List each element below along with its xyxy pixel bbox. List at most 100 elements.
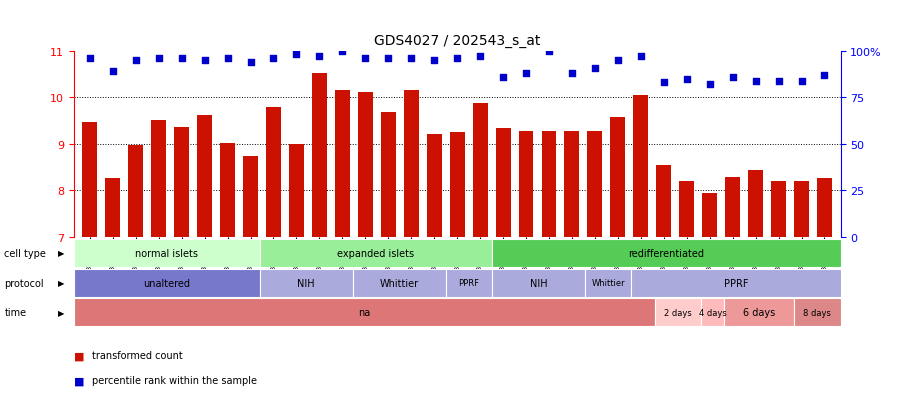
Point [450, 56, 464, 62]
Point [151, 56, 165, 62]
Point [795, 78, 809, 85]
Point [335, 48, 350, 55]
Point [817, 73, 832, 79]
Point [519, 71, 533, 77]
Text: percentile rank within the sample: percentile rank within the sample [92, 375, 257, 385]
Point [83, 56, 97, 62]
Text: protocol: protocol [4, 278, 44, 288]
Point [174, 56, 189, 62]
Bar [794, 299, 841, 327]
Bar [151, 121, 166, 237]
Bar [220, 144, 235, 237]
Bar [427, 135, 441, 237]
Point [634, 54, 648, 61]
Bar [335, 91, 350, 237]
Bar [610, 118, 626, 237]
Bar [74, 269, 260, 297]
Bar [748, 171, 763, 237]
Text: cell type: cell type [4, 248, 47, 258]
Point [656, 80, 671, 87]
Text: 6 days: 6 days [743, 308, 775, 318]
Bar [725, 178, 740, 237]
Text: ▶: ▶ [58, 308, 64, 317]
Point [105, 69, 120, 75]
Bar [702, 193, 717, 237]
Point [244, 59, 258, 66]
Point [749, 78, 763, 85]
Bar [701, 299, 725, 327]
Point [358, 56, 372, 62]
Bar [654, 299, 701, 327]
Text: ■: ■ [74, 351, 85, 361]
Bar [243, 157, 258, 237]
Text: na: na [358, 308, 370, 318]
Point [725, 74, 740, 81]
Text: 8 days: 8 days [804, 308, 832, 317]
Point [220, 56, 235, 62]
Bar [197, 116, 212, 237]
Point [266, 56, 280, 62]
Bar [129, 145, 143, 237]
Text: transformed count: transformed count [92, 351, 182, 361]
Bar [794, 181, 809, 237]
Point [198, 57, 212, 64]
Bar [587, 132, 602, 237]
Point [129, 57, 143, 64]
Point [610, 57, 625, 64]
Bar [565, 132, 579, 237]
Point [312, 54, 326, 61]
Point [565, 71, 579, 77]
Bar [680, 181, 694, 237]
Text: NIH: NIH [530, 278, 547, 288]
Bar [541, 132, 556, 237]
Bar [358, 93, 373, 237]
Bar [495, 129, 511, 237]
Bar [585, 269, 631, 297]
Point [771, 78, 786, 85]
Point [289, 52, 304, 59]
Bar [352, 269, 446, 297]
Point [404, 56, 418, 62]
Bar [260, 269, 352, 297]
Bar [634, 96, 648, 237]
Text: Whittier: Whittier [592, 278, 625, 287]
Bar [519, 132, 533, 237]
Bar [381, 113, 396, 237]
Text: ▶: ▶ [58, 249, 64, 258]
Text: redifferentiated: redifferentiated [628, 248, 704, 258]
Bar [771, 181, 786, 237]
Bar [725, 299, 794, 327]
Bar [105, 178, 120, 237]
Bar [450, 133, 465, 237]
Bar [74, 299, 654, 327]
Text: NIH: NIH [298, 278, 315, 288]
Bar [312, 74, 327, 237]
Bar [174, 128, 189, 237]
Bar [260, 239, 492, 267]
Text: time: time [4, 308, 27, 318]
Point [496, 74, 511, 81]
Bar [83, 123, 97, 237]
Point [702, 82, 717, 88]
Text: ▶: ▶ [58, 278, 64, 287]
Text: ■: ■ [74, 375, 85, 385]
Point [588, 65, 602, 72]
Bar [656, 166, 672, 237]
Text: GDS4027 / 202543_s_at: GDS4027 / 202543_s_at [374, 33, 540, 47]
Point [381, 56, 396, 62]
Bar [404, 91, 419, 237]
Text: normal islets: normal islets [135, 248, 198, 258]
Bar [266, 108, 280, 237]
Bar [289, 145, 304, 237]
Bar [817, 178, 832, 237]
Text: unaltered: unaltered [143, 278, 191, 288]
Text: 4 days: 4 days [699, 308, 726, 317]
Text: 2 days: 2 days [664, 308, 691, 317]
Point [680, 76, 694, 83]
Bar [473, 104, 487, 237]
Text: PPRF: PPRF [724, 278, 748, 288]
Point [473, 54, 487, 61]
Bar [446, 269, 492, 297]
Text: expanded islets: expanded islets [337, 248, 414, 258]
Bar [492, 239, 841, 267]
